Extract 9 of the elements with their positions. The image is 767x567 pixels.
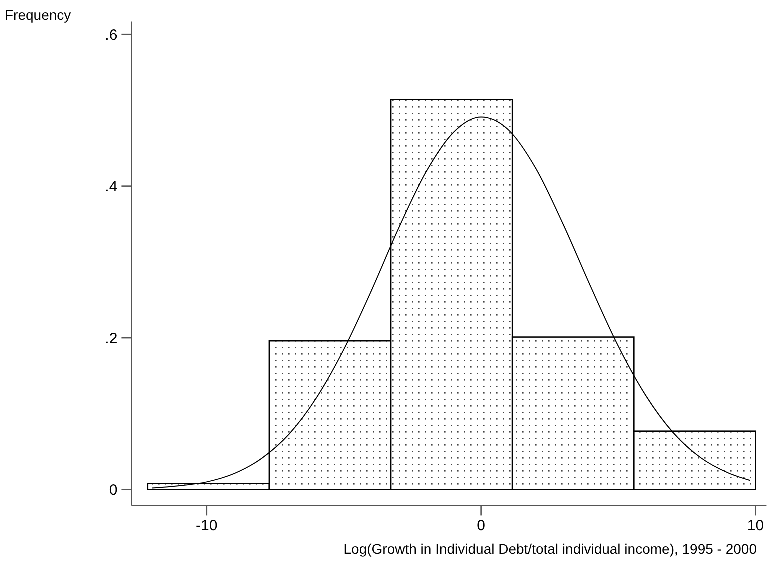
x-tick-label: 10	[747, 518, 764, 535]
y-tick-label: 0	[109, 482, 118, 500]
y-tick-label: .2	[105, 330, 118, 348]
y-axis-title: Frequency	[5, 7, 72, 23]
x-tick-label: 0	[477, 518, 486, 535]
y-tick-label: .6	[105, 26, 118, 44]
y-tick-label: .4	[105, 178, 118, 196]
x-tick-label: -10	[196, 518, 218, 535]
x-axis-title: Log(Growth in Individual Debt/total individual income), 1995 - 2000	[344, 541, 758, 557]
